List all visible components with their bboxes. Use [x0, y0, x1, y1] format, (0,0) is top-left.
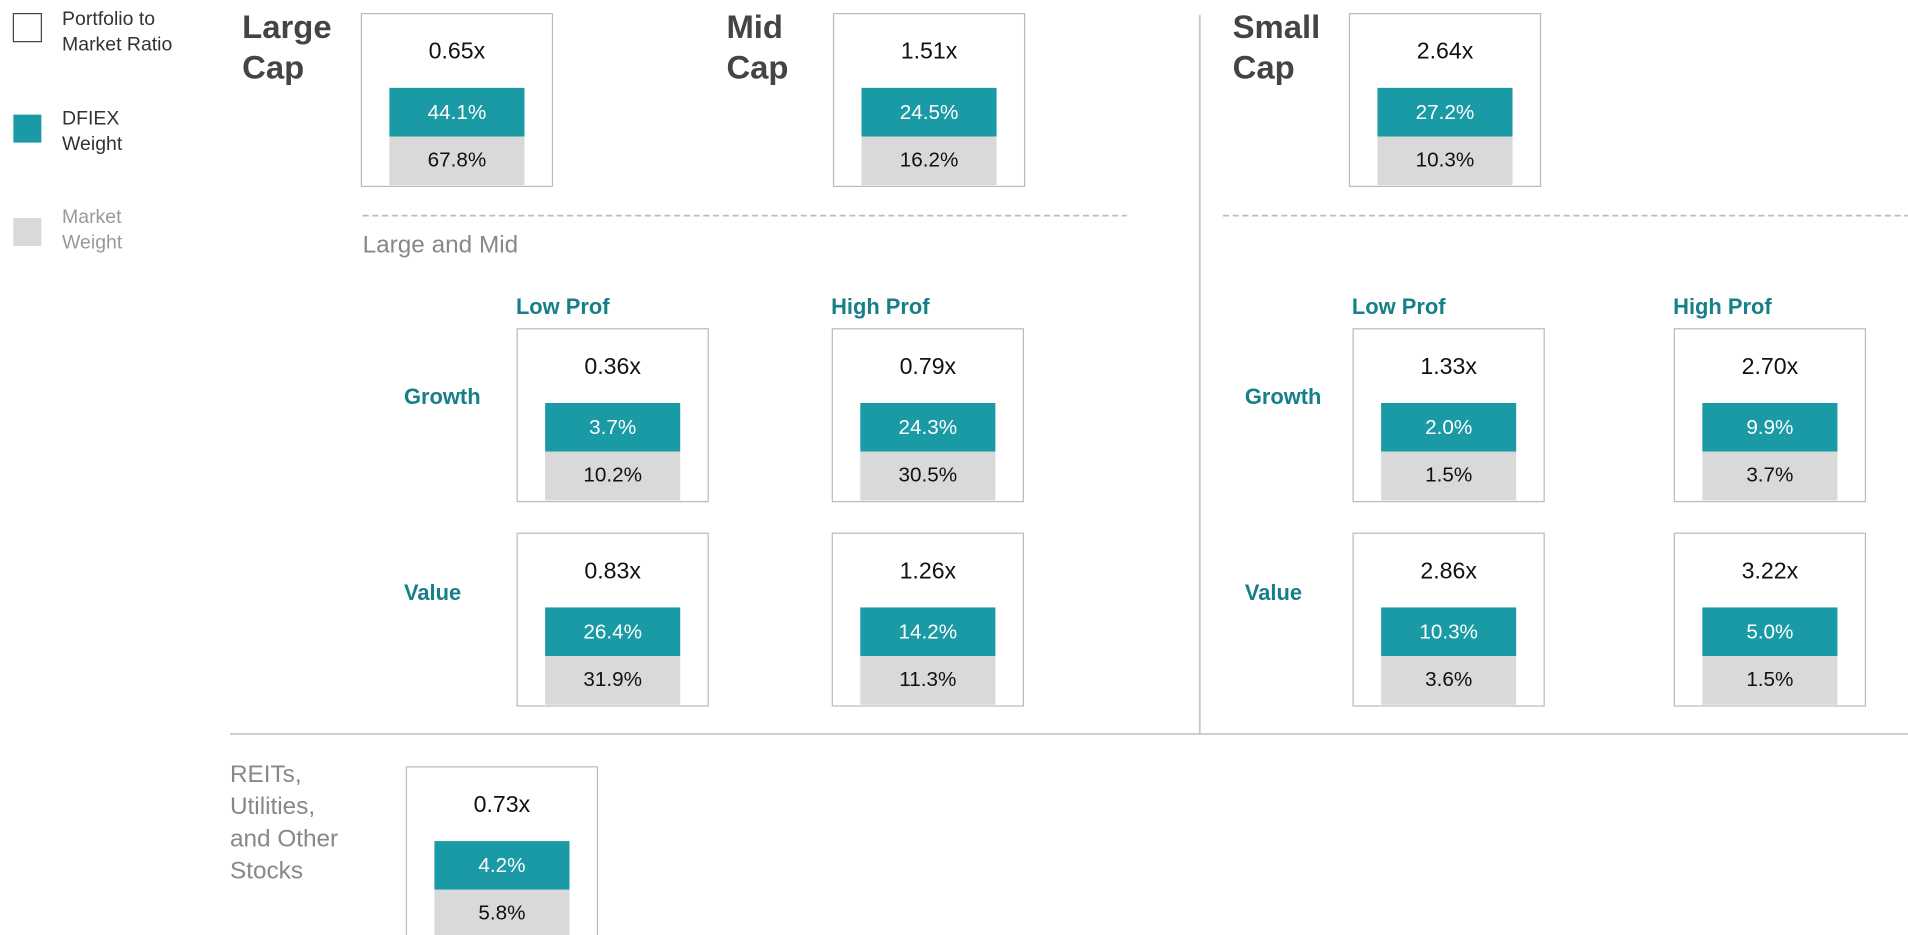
row-heading: Value: [1245, 580, 1302, 605]
ratio: 2.86x: [1420, 557, 1477, 583]
column-heading: High Prof: [1673, 294, 1772, 319]
legend-label: Portfolio to: [62, 8, 155, 30]
fund-bar: [545, 607, 681, 657]
market-bar: [860, 451, 996, 501]
market-bar: [545, 451, 681, 501]
fund-weight: 26.4%: [583, 620, 642, 643]
fund-bar: [861, 87, 997, 137]
market-weight: 16.2%: [900, 148, 959, 171]
reits-label: REITs,: [230, 761, 302, 788]
ratio: 0.83x: [584, 557, 641, 583]
ratio: 1.51x: [901, 38, 958, 64]
fund-weight: 24.5%: [900, 101, 959, 124]
ratio: 1.26x: [900, 557, 957, 583]
legend-swatch: [12, 13, 42, 43]
market-bar: [1702, 656, 1838, 705]
market-weight: 10.2%: [583, 463, 642, 486]
fund-weight: 5.0%: [1746, 620, 1793, 643]
fund-bar: [1377, 87, 1513, 137]
cap-heading: Mid: [726, 8, 783, 45]
fund-weight: 9.9%: [1746, 416, 1793, 439]
market-bar: [1381, 656, 1517, 705]
cap-heading: Cap: [726, 48, 788, 85]
market-bar: [1702, 451, 1838, 501]
ratio: 0.36x: [584, 353, 641, 379]
market-weight: 10.3%: [1416, 148, 1475, 171]
fund-weight: 24.3%: [899, 416, 958, 439]
column-heading: Low Prof: [516, 294, 610, 319]
market-bar: [545, 656, 681, 705]
fund-bar: [860, 403, 996, 452]
cap-heading: Cap: [242, 48, 304, 85]
market-bar: [1381, 451, 1517, 501]
fund-weight: 14.2%: [899, 620, 958, 643]
market-weight: 31.9%: [583, 668, 642, 691]
fund-bar: [434, 841, 570, 890]
fund-weight: 4.2%: [478, 854, 525, 877]
market-weight: 67.8%: [428, 148, 487, 171]
legend-label: DFIEX: [62, 108, 119, 130]
ratio: 3.22x: [1742, 557, 1799, 583]
fund-bar: [1381, 403, 1517, 452]
fund-weight: 10.3%: [1419, 620, 1478, 643]
ratio: 2.64x: [1417, 38, 1474, 64]
fund-bar: [1702, 607, 1838, 657]
fund-weight: 27.2%: [1416, 101, 1475, 124]
market-bar: [860, 656, 996, 705]
market-weight: 3.6%: [1425, 668, 1472, 691]
fund-bar: [860, 607, 996, 657]
fund-bar: [1381, 607, 1517, 657]
fund-weight: 2.0%: [1425, 416, 1472, 439]
fund-bar: [545, 403, 681, 452]
column-heading: Low Prof: [1352, 294, 1446, 319]
fund-weight: 44.1%: [428, 101, 487, 124]
market-weight: 5.8%: [478, 902, 525, 925]
legend-swatch: [13, 114, 42, 143]
market-weight: 1.5%: [1425, 463, 1472, 486]
legend-label: Weight: [62, 232, 123, 254]
cap-heading: Cap: [1233, 48, 1295, 85]
cap-heading: Large: [242, 8, 331, 45]
ratio: 1.33x: [1420, 353, 1477, 379]
legend-label: Market: [62, 206, 122, 228]
ratio: 0.65x: [429, 38, 486, 64]
fund-bar: [1702, 403, 1838, 452]
fund-weight: 3.7%: [589, 416, 636, 439]
market-bar: [434, 889, 570, 935]
market-weight: 11.3%: [899, 668, 956, 691]
fund-bar: [389, 87, 525, 137]
reits-label: Stocks: [230, 858, 303, 885]
market-bar: [1377, 136, 1513, 186]
row-heading: Growth: [404, 384, 481, 409]
row-heading: Value: [404, 580, 461, 605]
market-weight: 1.5%: [1746, 668, 1793, 691]
column-heading: High Prof: [831, 294, 930, 319]
cap-heading: Small: [1233, 8, 1321, 45]
market-bar: [389, 136, 525, 186]
legend-label: Market Ratio: [62, 33, 172, 55]
market-bar: [861, 136, 997, 186]
row-heading: Growth: [1245, 384, 1322, 409]
ratio: 2.70x: [1742, 353, 1799, 379]
section-title: Large and Mid: [363, 231, 519, 258]
market-weight: 30.5%: [899, 463, 958, 486]
legend-label: Weight: [62, 133, 123, 155]
ratio: 0.79x: [900, 353, 957, 379]
market-weight: 3.7%: [1746, 463, 1793, 486]
reits-label: Utilities,: [230, 793, 315, 820]
reits-label: and Other: [230, 825, 338, 852]
legend-swatch: [13, 218, 42, 247]
ratio: 0.73x: [474, 791, 531, 817]
